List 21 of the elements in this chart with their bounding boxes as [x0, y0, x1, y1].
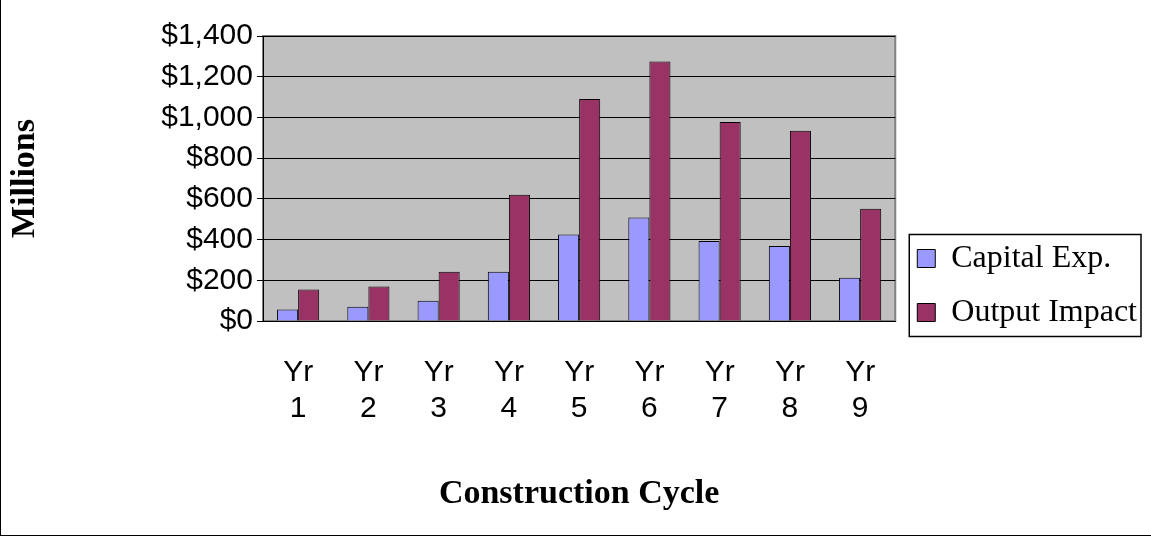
y-axis-title: Millions — [4, 118, 42, 239]
x-tick-label: Yr 1 — [283, 354, 314, 424]
x-tick-label: Yr 7 — [704, 354, 735, 424]
y-tick-label: $0 — [219, 302, 253, 336]
x-tick-label: Yr 8 — [774, 354, 805, 424]
x-tick-label: Yr 9 — [845, 354, 876, 424]
y-tick-label: $400 — [186, 220, 253, 254]
x-tick-label: Yr 3 — [423, 354, 454, 424]
x-tick-label: Yr 2 — [353, 354, 384, 424]
y-tick-label: $1,200 — [161, 57, 253, 91]
y-tick-label: $1,000 — [161, 98, 253, 132]
legend-label: Output Impact — [951, 291, 1138, 328]
x-tick-label: Yr 5 — [564, 354, 595, 424]
y-tick-label: $800 — [186, 139, 253, 173]
y-tick-label: $200 — [186, 261, 253, 295]
x-tick-label: Yr 6 — [634, 354, 665, 424]
y-tick-label: $1,400 — [161, 17, 253, 51]
y-tick-label: $600 — [186, 180, 253, 214]
x-axis-title: Construction Cycle — [438, 473, 720, 511]
x-tick-label: Yr 4 — [493, 354, 524, 424]
legend-label: Capital Exp. — [951, 237, 1112, 274]
